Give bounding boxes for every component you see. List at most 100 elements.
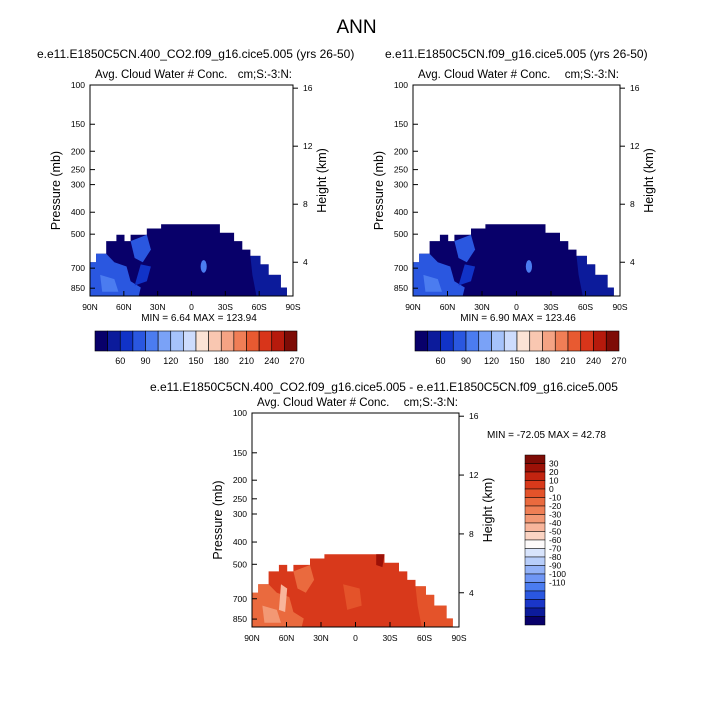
panel-1-colorbar-label: 240 [264,356,279,366]
panel-2-xtick-label: 60N [440,302,456,312]
panel-1-field-edge-south [250,255,287,296]
panel-1-xtick-label: 30S [218,302,233,312]
panel-2-colorbar-label: 90 [461,356,471,366]
panel-1-group: 90N 60N 30N 0 30S 60S 90S 100 150 200 250 300 400 500… [49,69,329,312]
panel-1-subtitle-right: cm;S:-3:N: [238,69,292,81]
panel-1-colorbar-box [132,330,146,352]
panel-diff-colorbar-label: -50 [549,527,562,537]
panel-1-xtick-label: 0 [189,302,194,312]
panel-diff-colorbar-box [524,565,546,575]
panel-2-ytick-right-label: 16 [630,83,640,93]
panel-diff-colorbar: 3020100-10-20-30-40-50-60-70-80-90-100-1… [487,430,606,626]
panel-2-colorbar-box [529,330,543,352]
panel-diff-colorbar-label: -100 [549,569,566,579]
panel-1-colorbar-label: 150 [188,356,203,366]
panel-diff-colorbar-label: 10 [549,476,559,486]
panel-2-colorbar-box [593,330,607,352]
panel-diff-colorbar-label: -80 [549,552,562,562]
panel-1-colorbar-box [195,330,209,352]
panel-2-colorbar-label: 210 [560,356,575,366]
panel-diff-ytick-right-label: 12 [469,470,479,480]
panel-1-field-edge-ridge [130,234,151,263]
panel-2-ytick-label: 200 [394,146,408,156]
panel-diff-colorbar-box [524,531,546,541]
panel-diff-colorbar-box [524,505,546,515]
panel-diff-colorbar-label: -110 [549,578,566,588]
panel-diff-colorbar-label: -70 [549,544,562,554]
panel-diff-xtick-label: 90S [451,633,466,643]
panel-diff-field-spot-2 [376,554,385,568]
panel-diff-ytick-label: 500 [233,559,247,569]
panel-2-colorbar-box [440,330,454,352]
panel-2-ylabel: Pressure (mb) [372,151,386,230]
panel-1-colorbar-label: 180 [214,356,229,366]
panel-1-colorbar-label: 120 [163,356,178,366]
panel-1-field-edge-north-inner [100,274,119,292]
panel-diff-ytick-right-label: 4 [469,588,474,598]
panel-1-xtick-label: 90S [285,302,300,312]
panel-diff-colorbar-box [524,471,546,481]
panel-diff-colorbar-box [524,463,546,473]
panel-1-colorbar-label: 60 [115,356,125,366]
panel-1-ytick-label: 150 [71,119,85,129]
panel-1-ytick-label: 500 [71,229,85,239]
panel-diff-ytick-label: 850 [233,614,247,624]
panel-diff-colorbar-box [524,582,546,592]
panel-diff-ytick-label: 300 [233,509,247,519]
panel-2-field-edge-south [576,255,614,296]
panel-2-subtitle-right: cm;S:-3:N: [565,69,619,81]
panel-diff-subtitle-right: cm;S:-3:N: [404,397,458,409]
panel-2-field-patch [458,264,476,286]
panel-diff-colorbar-label: -10 [549,493,562,503]
panel-diff-field-spot [343,584,362,610]
panel-diff-ytick-label: 400 [233,537,247,547]
panel-diff-ylabel-right: Height (km) [481,478,495,543]
panel-2-field-spot [525,260,533,273]
panel-diff-colorbar-label: 0 [549,484,554,494]
panel-1-field-spot [200,260,207,273]
panel-1-colorbar-box [258,330,273,352]
panel-2-ytick-label: 500 [394,229,408,239]
panel-diff-ytick-label: 700 [233,594,247,604]
panel-2-colorbar-box [516,330,531,352]
panel-2-colorbar-box [465,330,480,352]
panel-diff-colorbar-label: -60 [549,535,562,545]
panel-diff-ytick-label: 100 [233,408,247,418]
panel-1-field-patch [134,264,151,286]
panel-2-colorbar-box [503,330,518,352]
panel-1-xtick-label: 60N [116,302,132,312]
panel-1-colorbar-box [183,330,197,352]
panel-1-xtick-label: 60S [252,302,267,312]
panel-1-colorbar-box [170,330,184,352]
panel-diff-colorbar-box [524,590,546,600]
panel-1-title: e.e11.E1850C5CN.400_CO2.f09_g16.cice5.00… [37,47,355,61]
panel-1-colorbar-box [94,330,108,352]
panel-1-colorbar-box [208,330,222,352]
panel-2-ytick-label: 100 [394,80,408,90]
panel-2-ytick-label: 400 [394,207,408,217]
panel-diff-xtick-label: 0 [353,633,358,643]
panel-2-colorbar: 60 90 120 150 180 210 240 270 MIN = 6.90 MAX = 1… [414,313,627,366]
panel-1-field-core [90,224,287,296]
panel-1-colorbar-box [107,330,121,352]
panel-1-ytick-label: 300 [71,180,85,190]
panel-1-xtick-label: 90N [82,302,98,312]
panel-diff-colorbar-box [524,488,546,498]
panel-diff-field-edge-north [252,584,304,627]
panel-2-xtick-label: 90S [612,302,627,312]
panel-diff-ytick-label: 200 [233,475,247,485]
panel-diff-colorbar-box [524,548,546,558]
panel-diff-colorbar-label: -90 [549,561,562,571]
panel-2-ytick-right-label: 4 [630,257,635,267]
panel-2-colorbar-label: 120 [484,356,499,366]
panel-1-plot-frame [89,84,294,297]
panel-2-stats: MIN = 6.90 MAX = 123.46 [460,313,576,324]
panel-1-colorbar-box [157,330,172,352]
panel-2-subtitle-left: Avg. Cloud Water # Conc. [418,69,550,81]
panel-diff-stats: MIN = -72.05 MAX = 42.78 [487,430,606,441]
panel-diff-colorbar-box [524,539,546,549]
panel-1-ytick-right-label: 4 [303,257,308,267]
panel-2-colorbar-label: 180 [535,356,550,366]
panel-diff-colorbar-label: -20 [549,501,562,511]
panel-diff-field-patch [278,584,288,613]
